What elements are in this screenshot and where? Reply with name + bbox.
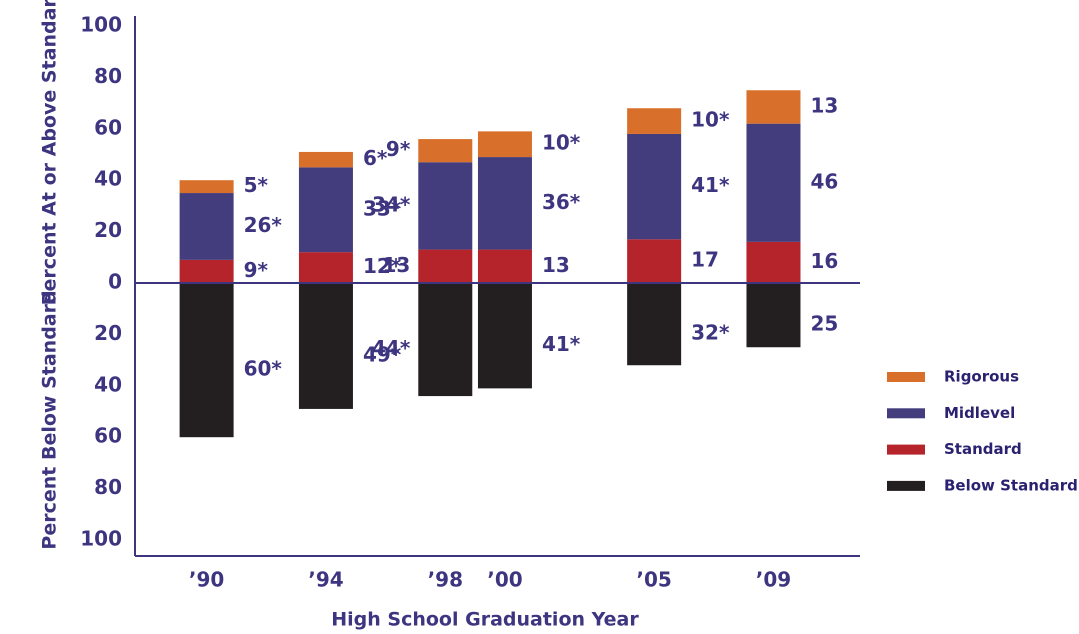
value-label: 17: [691, 248, 719, 272]
bar-segment: [298, 252, 353, 283]
y-axis-title-top: Percent At or Above Standard: [39, 0, 61, 305]
bar-segment: [179, 259, 234, 283]
bar-segment: [477, 131, 532, 158]
x-tick-label: ’09: [756, 568, 791, 592]
value-label: 12*: [363, 254, 402, 278]
value-label: 32*: [691, 321, 730, 345]
bar-segment: [746, 241, 801, 283]
y-tick-label: 80: [94, 64, 122, 88]
value-label: 25: [810, 312, 838, 336]
y-tick-label: 40: [94, 372, 122, 396]
y-tick-label: 20: [94, 321, 122, 345]
value-label: 41*: [542, 332, 581, 356]
bar-segment: [477, 249, 532, 283]
bar-segment: [746, 283, 801, 348]
bar-segment: [627, 239, 682, 283]
value-label: 13: [542, 253, 570, 277]
y-axis-title-bottom: Percent Below Standard: [39, 290, 61, 549]
y-tick-label: 20: [94, 218, 122, 242]
x-tick-label: ’98: [428, 568, 463, 592]
bar-segment: [418, 139, 473, 163]
bar-segment: [179, 180, 234, 194]
y-tick-label: 80: [94, 475, 122, 499]
bar-segment: [298, 167, 353, 253]
bar-segment: [298, 283, 353, 409]
bar-segment: [627, 108, 682, 134]
bar-segment: [418, 162, 473, 250]
bar-segment: [298, 151, 353, 168]
value-label: 13: [810, 93, 838, 117]
value-label: 5*: [244, 173, 269, 197]
legend-swatch: [887, 372, 925, 382]
x-tick-label: ’05: [636, 568, 671, 592]
legend-label: Standard: [944, 440, 1022, 458]
value-label: 6*: [363, 146, 388, 170]
value-label: 33*: [363, 196, 402, 220]
bar-segment: [627, 133, 682, 240]
bar-segment: [627, 283, 682, 366]
y-tick-label: 40: [94, 167, 122, 191]
value-label: 9*: [244, 258, 269, 282]
legend-swatch: [887, 444, 925, 455]
bar-segment: [746, 90, 801, 124]
value-label: 60*: [244, 357, 283, 381]
legend-swatch: [887, 480, 925, 491]
bar-segment: [477, 157, 532, 250]
value-label: 9*: [386, 137, 411, 161]
value-label: 10*: [542, 131, 581, 155]
y-tick-label: 100: [80, 13, 122, 37]
legend-label: Below Standard: [944, 476, 1078, 494]
value-label: 16: [810, 249, 838, 273]
value-label: 41*: [691, 173, 730, 197]
legend-swatch: [887, 408, 925, 419]
x-tick-label: ’94: [308, 568, 343, 592]
y-tick-label: 100: [80, 527, 122, 551]
bar-segment: [179, 193, 234, 260]
y-tick-label: 60: [94, 115, 122, 139]
bar-segment: [418, 249, 473, 283]
x-tick-label: ’00: [487, 568, 522, 592]
bar-segment: [179, 283, 234, 438]
y-tick-label: 60: [94, 424, 122, 448]
value-label: 46: [810, 169, 838, 193]
bar-segment: [477, 283, 532, 389]
value-label: 13: [382, 253, 410, 277]
legend-label: Midlevel: [944, 404, 1015, 422]
value-label: 49*: [363, 342, 402, 366]
x-tick-label: ’90: [189, 568, 224, 592]
x-axis-title: High School Graduation Year: [331, 609, 639, 631]
value-label: 10*: [691, 108, 730, 132]
legend-label: Rigorous: [944, 368, 1019, 386]
y-tick-label: 0: [108, 270, 122, 294]
value-label: 44*: [372, 336, 411, 360]
bar-segment: [746, 123, 801, 242]
value-label: 26*: [244, 213, 283, 237]
bar-segment: [418, 283, 473, 397]
value-label: 34*: [372, 192, 411, 216]
value-label: 36*: [542, 190, 581, 214]
